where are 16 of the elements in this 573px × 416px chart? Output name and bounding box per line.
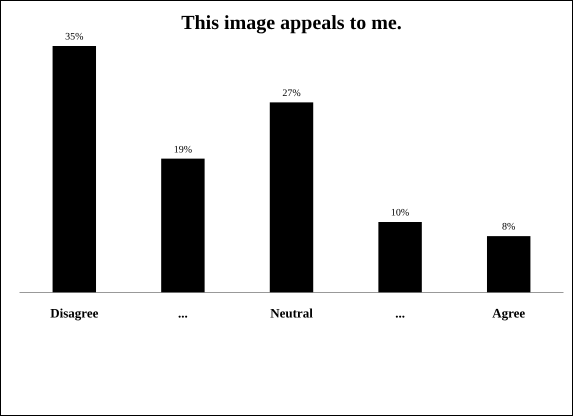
bar [161,158,205,292]
x-tick-label: Neutral [270,306,314,321]
data-label: 10% [390,208,410,219]
bar [378,222,422,292]
x-tick-label: ... [395,306,405,321]
data-label: 19% [174,144,192,156]
chart-title: This image appeals to me. [181,12,402,34]
x-tick-label: ... [178,306,188,321]
data-label: 8% [502,222,516,233]
data-label: 35% [65,32,84,43]
bar [270,102,314,292]
bar [52,46,96,292]
data-label: 27% [282,88,301,99]
bar [486,236,530,292]
x-tick-label: Agree [492,306,526,321]
x-tick-label: Disagree [50,306,99,321]
